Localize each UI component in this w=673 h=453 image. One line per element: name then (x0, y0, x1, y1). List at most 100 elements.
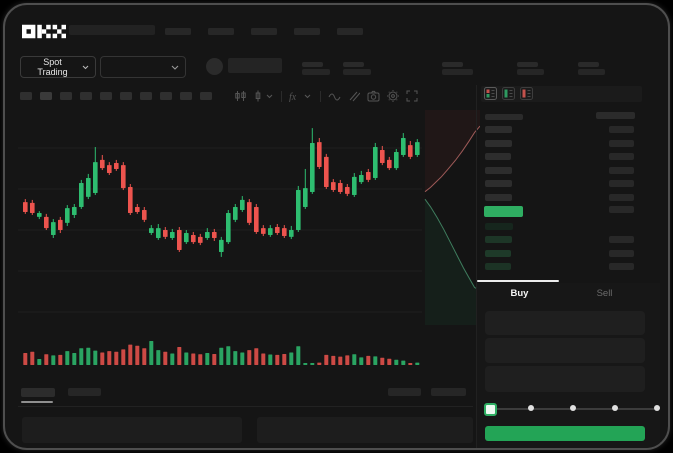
candle-body (317, 142, 322, 168)
interval-button-skeleton[interactable] (140, 92, 152, 100)
candle-body (401, 138, 406, 155)
trade-panel (477, 283, 660, 448)
candle-body (170, 231, 175, 238)
interval-button-skeleton[interactable] (80, 92, 92, 100)
nav-item-skeleton[interactable] (337, 28, 363, 35)
candle-style-icon[interactable] (254, 90, 274, 102)
amount-input-skeleton[interactable] (485, 338, 645, 363)
slider-stop-dot[interactable] (570, 405, 576, 411)
candle-body (135, 207, 140, 212)
volume-bar (310, 363, 315, 365)
depth-bids-fill (425, 199, 480, 325)
interval-buttons (20, 92, 212, 100)
nav-item-skeleton[interactable] (251, 28, 277, 35)
slider-stop-dot[interactable] (528, 405, 534, 411)
volume-bar (30, 351, 35, 365)
volume-bar (86, 347, 91, 365)
indicators-fx-icon[interactable]: fx (289, 90, 313, 102)
depth-panel (425, 110, 480, 325)
interval-button-skeleton[interactable] (40, 92, 52, 100)
camera-icon[interactable] (367, 90, 380, 102)
candle-body (387, 159, 392, 169)
bottom-tab-history[interactable] (68, 388, 101, 396)
bottom-link-skeleton[interactable] (388, 388, 421, 396)
candle-body (142, 210, 147, 220)
candle-body (247, 202, 252, 223)
candle-body (275, 227, 280, 234)
tab-buy[interactable]: Buy (510, 288, 529, 299)
candle-body (296, 190, 301, 231)
volume-bar (408, 363, 413, 365)
ask-row-price-skeleton[interactable] (485, 153, 511, 160)
volume-bar (401, 360, 406, 365)
nav-items (165, 28, 363, 35)
line-tool-icon[interactable] (328, 90, 341, 102)
spot-trading-dropdown[interactable]: Spot Trading (20, 56, 96, 78)
volume-bar (23, 353, 28, 365)
candle-body (268, 228, 273, 235)
interval-button-skeleton[interactable] (200, 92, 212, 100)
stat-label-skeleton (517, 62, 538, 67)
bid-row-price-skeleton[interactable] (485, 249, 511, 257)
candle-interval-icon[interactable] (234, 90, 247, 102)
ask-row-price-skeleton[interactable] (485, 193, 512, 201)
tab-sell[interactable]: Sell (596, 288, 613, 299)
stat-value-skeleton (517, 69, 544, 75)
okx-logo[interactable] (22, 24, 66, 39)
buy-submit-button[interactable] (485, 426, 645, 441)
ask-row-price-skeleton[interactable] (485, 126, 512, 133)
total-input-skeleton[interactable] (485, 366, 645, 392)
interval-button-skeleton[interactable] (160, 92, 172, 100)
candle-body (380, 150, 385, 163)
volume-bar (205, 353, 210, 365)
volume-bar (191, 353, 196, 365)
ask-row-price-skeleton[interactable] (485, 166, 512, 174)
volume-bar (345, 355, 350, 365)
ask-row-price-skeleton[interactable] (485, 139, 512, 147)
pair-select-dropdown[interactable] (100, 56, 186, 78)
interval-button-skeleton[interactable] (20, 92, 32, 100)
interval-button-skeleton[interactable] (60, 92, 72, 100)
bid-row-price-skeleton[interactable] (485, 222, 513, 230)
nav-item-skeleton[interactable] (294, 28, 320, 35)
nav-item-skeleton[interactable] (208, 28, 234, 35)
volume-bar (72, 353, 77, 365)
bid-row-price-skeleton[interactable] (485, 263, 511, 270)
bid-row-price-skeleton[interactable] (485, 236, 512, 243)
interval-button-skeleton[interactable] (180, 92, 192, 100)
bottom-panel-left[interactable] (22, 417, 242, 443)
volume-bar (212, 353, 217, 365)
last-price-bar[interactable] (484, 206, 523, 217)
slider-stop-dot[interactable] (654, 405, 660, 411)
search-bar-skeleton[interactable] (69, 25, 155, 35)
candle-body (310, 142, 315, 192)
candle-body (100, 159, 105, 169)
book-both-icon[interactable] (484, 87, 497, 105)
slider-stop-dot[interactable] (612, 405, 618, 411)
volume-bar (289, 352, 294, 365)
volume-bar (415, 362, 420, 365)
interval-button-skeleton[interactable] (120, 92, 132, 100)
bottom-link-skeleton[interactable] (431, 388, 466, 396)
book-asks-icon[interactable] (520, 87, 533, 105)
price-input-skeleton[interactable] (485, 311, 645, 335)
candle-body (149, 228, 154, 234)
draw-tool-icon[interactable] (348, 90, 360, 102)
volume-bar (261, 353, 266, 365)
volume-bar (359, 357, 364, 365)
book-bids-icon[interactable] (502, 87, 515, 105)
depth-asks-line (424, 125, 480, 193)
settings-gear-icon[interactable] (387, 90, 399, 102)
candle-body (359, 174, 364, 183)
nav-item-skeleton[interactable] (165, 28, 191, 35)
bottom-tab-orders[interactable] (21, 388, 55, 397)
volume-bar (338, 356, 343, 365)
candle-body (58, 219, 63, 231)
fullscreen-icon[interactable] (406, 90, 418, 102)
bottom-panel-right[interactable] (257, 417, 473, 443)
ask-row-amount-skeleton (609, 166, 634, 174)
ask-row-price-skeleton[interactable] (485, 180, 512, 187)
slider-handle[interactable] (484, 403, 497, 416)
interval-button-skeleton[interactable] (100, 92, 112, 100)
